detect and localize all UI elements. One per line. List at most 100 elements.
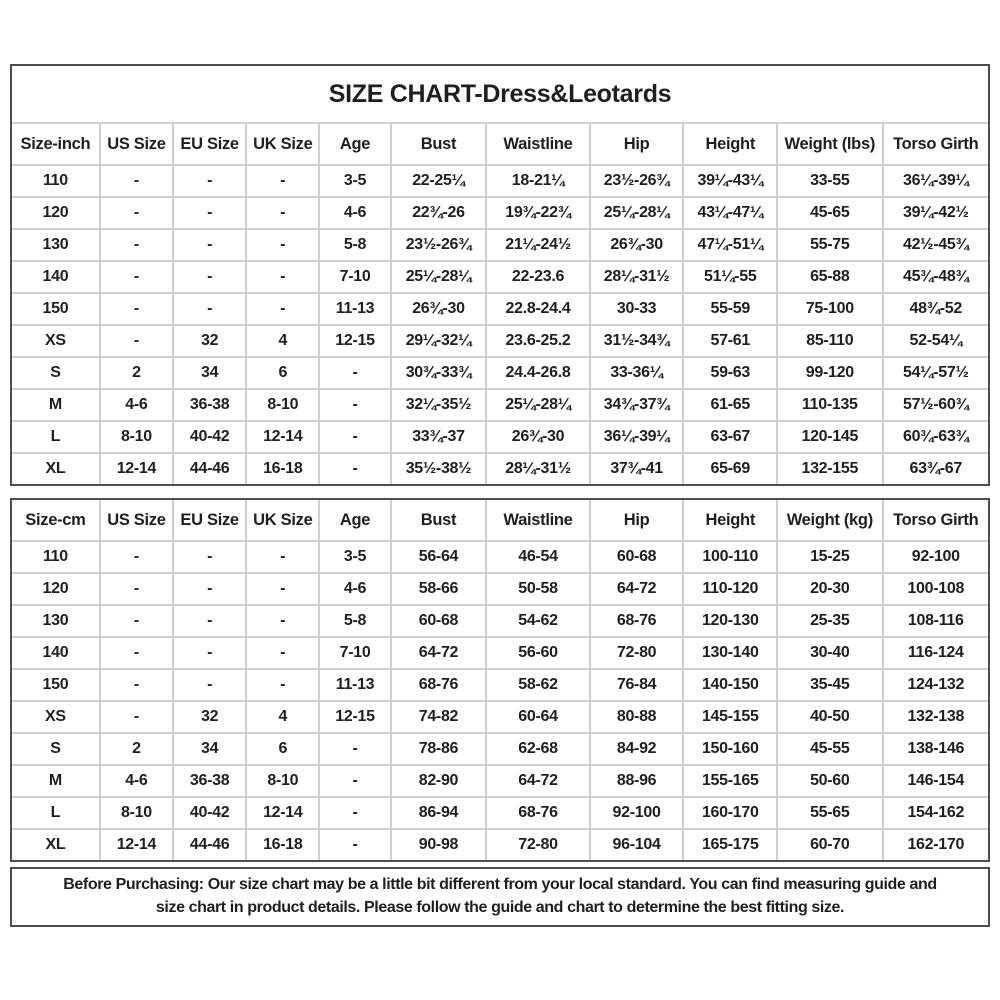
column-header: Height (682, 500, 779, 542)
column-header: UK Size (245, 124, 321, 166)
table-cell: 62-68 (485, 732, 591, 766)
page-title: SIZE CHART-Dress&Leotards (12, 66, 988, 124)
table-cell: - (98, 196, 175, 230)
table-cell: 12-14 (98, 828, 175, 860)
table-cell: XS (12, 324, 101, 358)
column-header: Height (682, 124, 779, 166)
table-cell: 88-96 (588, 764, 685, 798)
table-cell: 78-86 (389, 732, 488, 766)
table-cell: - (318, 388, 392, 422)
table-cell: - (98, 164, 175, 198)
table-row: 130- - -5-8 23½-26¾ 21¼-24½ 26¾-30 47¼-51¼ 55-7… (12, 228, 988, 262)
table-cell: 2 (98, 356, 175, 390)
table-cell: 37¾-41 (588, 452, 685, 484)
table-cell: 4 (245, 700, 321, 734)
table-cell: M (12, 388, 101, 422)
table-cell: 64-72 (485, 764, 591, 798)
table-cell: 92-100 (588, 796, 685, 830)
purchase-note-line: size chart in product details. Please fo… (155, 899, 845, 916)
column-header: Age (318, 500, 392, 542)
table-cell: 31½-34¾ (588, 324, 685, 358)
table-cell: 84-92 (588, 732, 685, 766)
cm-table-section: Size-cm US Size EU Size UK Size Age Bust Waist… (10, 498, 990, 862)
table-row: 120- - -4-6 58-66 50-58 64-72 110-120 20-30 100-… (12, 572, 988, 606)
size-table-cm: Size-cm US Size EU Size UK Size Age Bust Waist… (12, 500, 988, 860)
table-cell: 75-100 (776, 292, 884, 326)
table-cell: 45-55 (776, 732, 884, 766)
table-cell: 12-14 (245, 796, 321, 830)
table-cell: 130-140 (682, 636, 779, 670)
table-cell: 8-10 (245, 764, 321, 798)
table-cell: 61-65 (682, 388, 779, 422)
table-row: 140- - -7-10 25¼-28¼ 22-23.6 28¼-31½ 51¼-55 65-… (12, 260, 988, 294)
table-cell: 16-18 (245, 828, 321, 860)
table-cell: 23½-26¾ (588, 164, 685, 198)
table-cell: - (172, 604, 248, 638)
table-cell: - (98, 604, 175, 638)
table-cell: 25¼-28¼ (485, 388, 591, 422)
table-cell: 60-68 (588, 540, 685, 574)
table-row: XS -32 4 12-15 74-82 60-64 80-88 145-155 40-50 13… (12, 700, 988, 734)
table-cell: 68-76 (389, 668, 488, 702)
table-cell: 35½-38½ (389, 452, 488, 484)
table-cell: 32 (172, 324, 248, 358)
table-cell: 34 (172, 356, 248, 390)
table-cell: - (172, 540, 248, 574)
table-row: 140- - -7-10 64-72 56-60 72-80 130-140 30-40 116… (12, 636, 988, 670)
table-cell: 22.8-24.4 (485, 292, 591, 326)
table-cell: 45-65 (776, 196, 884, 230)
table-cell: - (318, 732, 392, 766)
table-cell: 100-110 (682, 540, 779, 574)
table-cell: 90-98 (389, 828, 488, 860)
column-header: Size-inch (12, 124, 101, 166)
table-cell: 11-13 (318, 292, 392, 326)
table-cell: 40-42 (172, 420, 248, 454)
table-cell: 22¾-26 (389, 196, 488, 230)
table-cell: 15-25 (776, 540, 884, 574)
column-header: Torso Girth (881, 500, 988, 542)
table-cell: 68-76 (588, 604, 685, 638)
table-cell: 56-60 (485, 636, 591, 670)
table-cell: 24.4-26.8 (485, 356, 591, 390)
purchase-note: Before Purchasing: Our size chart may be… (10, 867, 990, 927)
table-cell: 36-38 (172, 388, 248, 422)
table-cell: 20-30 (776, 572, 884, 606)
table-cell: - (172, 636, 248, 670)
table-cell: 57-61 (682, 324, 779, 358)
table-cell: - (98, 700, 175, 734)
table-cell: - (172, 572, 248, 606)
table-cell: 4-6 (98, 764, 175, 798)
table-cell: - (172, 196, 248, 230)
table-cell: 8-10 (98, 796, 175, 830)
table-cell: 155-165 (682, 764, 779, 798)
table-cell: - (98, 540, 175, 574)
table-cell: 57½-60¾ (881, 388, 988, 422)
table-cell: 140 (12, 636, 101, 670)
table-cell: 16-18 (245, 452, 321, 484)
table-cell: 54¼-57½ (881, 356, 988, 390)
purchase-note-line: Before Purchasing: Our size chart may be… (63, 876, 937, 893)
table-row: 110- - -3-5 22-25¼ 18-21¼ 23½-26¾ 39¼-43¼ 33-55… (12, 164, 988, 198)
table-cell: - (245, 164, 321, 198)
table-cell: 150 (12, 668, 101, 702)
table-cell: 56-64 (389, 540, 488, 574)
table-cell: 60¾-63¾ (881, 420, 988, 454)
table-cell: 150-160 (682, 732, 779, 766)
table-cell: 146-154 (881, 764, 988, 798)
table-cell: - (98, 324, 175, 358)
table-cell: 124-132 (881, 668, 988, 702)
column-header: Size-cm (12, 500, 101, 542)
table-cell: - (245, 636, 321, 670)
column-header: EU Size (172, 124, 248, 166)
table-cell: 30-33 (588, 292, 685, 326)
table-cell: S (12, 732, 101, 766)
table-cell: 96-104 (588, 828, 685, 860)
table-cell: 132-138 (881, 700, 988, 734)
table-cell: - (98, 292, 175, 326)
table-cell: - (245, 292, 321, 326)
table-cell: 55-65 (776, 796, 884, 830)
table-cell: 25-35 (776, 604, 884, 638)
table-cell: 65-88 (776, 260, 884, 294)
table-cell: 6 (245, 356, 321, 390)
table-cell: 48¾-52 (881, 292, 988, 326)
